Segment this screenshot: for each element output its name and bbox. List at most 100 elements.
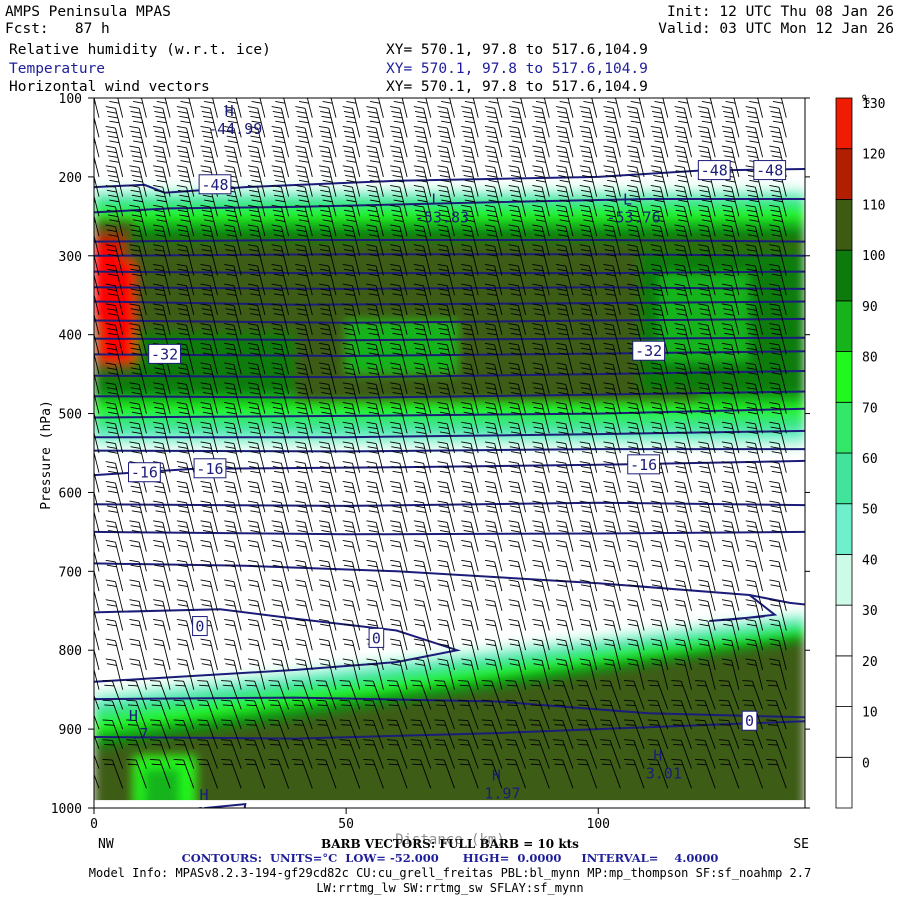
barb-staff bbox=[280, 542, 290, 572]
barb-feather bbox=[106, 130, 117, 134]
barb-feather bbox=[295, 599, 306, 602]
barb-feather bbox=[297, 293, 308, 296]
barb-feather bbox=[224, 342, 235, 346]
wind-barb bbox=[410, 719, 432, 749]
barb-feather bbox=[629, 293, 640, 296]
barb-feather bbox=[201, 268, 212, 272]
barb-feather bbox=[582, 313, 592, 316]
barb-staff bbox=[446, 561, 455, 592]
barb-feather bbox=[342, 185, 353, 188]
barb-feather bbox=[413, 323, 424, 326]
barb-feather bbox=[390, 323, 400, 326]
barb-feather bbox=[369, 219, 380, 222]
barb-feather bbox=[437, 382, 448, 385]
barb-feather bbox=[533, 327, 544, 331]
wind-barb bbox=[94, 167, 100, 197]
barb-feather bbox=[606, 120, 617, 124]
barb-feather bbox=[462, 347, 473, 351]
barb-feather bbox=[107, 90, 117, 96]
barb-feather bbox=[273, 372, 284, 375]
wind-barb bbox=[315, 699, 337, 730]
barb-feather bbox=[721, 125, 732, 129]
wind-barb bbox=[410, 758, 432, 789]
barb-feather bbox=[529, 699, 540, 702]
barb-feather bbox=[533, 367, 544, 370]
barb-feather bbox=[510, 411, 521, 415]
barb-feather bbox=[83, 425, 93, 431]
barb-feather bbox=[317, 704, 328, 707]
barb-feather bbox=[153, 85, 163, 91]
barb-feather bbox=[225, 130, 236, 134]
barb-feather bbox=[532, 85, 542, 91]
barb-feather bbox=[462, 229, 473, 232]
barb-feather bbox=[437, 618, 448, 622]
wind-barb bbox=[671, 739, 692, 769]
barb-feather bbox=[393, 140, 404, 144]
barb-feather bbox=[510, 115, 521, 119]
barb-feather bbox=[247, 244, 258, 247]
wind-barb bbox=[321, 98, 337, 118]
wind-barb bbox=[671, 699, 692, 730]
barb-feather bbox=[153, 244, 163, 247]
barb-feather bbox=[155, 510, 166, 513]
barb-feather bbox=[582, 194, 592, 198]
barb-feather bbox=[459, 724, 470, 726]
barb-feather bbox=[202, 431, 213, 435]
barb-feather bbox=[600, 739, 611, 741]
field-xy-temperature: XY= 570.1, 97.8 to 517.6,104.9 bbox=[386, 61, 648, 77]
wind-barb bbox=[105, 500, 124, 533]
barb-feather bbox=[82, 223, 92, 229]
wind-barb bbox=[318, 599, 337, 631]
barb-feather bbox=[434, 719, 445, 722]
barb-feather bbox=[201, 347, 212, 351]
barb-staff bbox=[565, 640, 574, 671]
barb-staff bbox=[589, 601, 598, 631]
barb-feather bbox=[199, 763, 209, 766]
barb-feather bbox=[487, 175, 498, 178]
wind-barb bbox=[247, 165, 266, 197]
barb-feather bbox=[339, 699, 350, 702]
barb-staff bbox=[328, 463, 337, 493]
wind-barb bbox=[461, 382, 479, 414]
wind-barb bbox=[315, 739, 337, 769]
barb-feather bbox=[700, 411, 711, 415]
barb-feather bbox=[82, 657, 92, 663]
barb-feather bbox=[438, 663, 449, 666]
barb-feather bbox=[627, 263, 637, 267]
barb-feather bbox=[393, 75, 403, 81]
barb-feather bbox=[462, 110, 473, 114]
barb-feather bbox=[675, 406, 686, 410]
wind-barb bbox=[105, 520, 124, 552]
barb-feather bbox=[388, 724, 399, 726]
barb-feather bbox=[698, 283, 709, 287]
wind-barb bbox=[129, 283, 147, 316]
barb-feather bbox=[509, 544, 520, 548]
barb-feather bbox=[533, 525, 544, 528]
barb-feather bbox=[177, 465, 188, 469]
barb-staff bbox=[728, 720, 740, 749]
barb-feather bbox=[604, 367, 615, 370]
barb-feather bbox=[413, 382, 424, 385]
barb-staff bbox=[541, 364, 550, 394]
barb-feather bbox=[106, 347, 117, 351]
barb-staff bbox=[423, 127, 432, 158]
barb-feather bbox=[176, 244, 187, 247]
barb-feather bbox=[675, 249, 686, 252]
barb-feather bbox=[530, 724, 541, 726]
barb-staff bbox=[470, 265, 479, 296]
barb-staff bbox=[612, 285, 621, 316]
barb-feather bbox=[366, 165, 377, 168]
barb-feather bbox=[249, 643, 259, 647]
barb-feather bbox=[130, 643, 141, 647]
barb-feather bbox=[534, 510, 545, 513]
barb-staff bbox=[94, 482, 100, 513]
wind-barb bbox=[200, 520, 218, 552]
barb-feather bbox=[559, 219, 570, 222]
barb-staff bbox=[636, 98, 645, 99]
barb-staff bbox=[562, 681, 574, 710]
barb-feather bbox=[226, 98, 237, 99]
barb-staff bbox=[609, 700, 621, 730]
barb-feather bbox=[179, 451, 190, 454]
barb-feather bbox=[583, 100, 594, 104]
barb-feather bbox=[438, 525, 449, 528]
